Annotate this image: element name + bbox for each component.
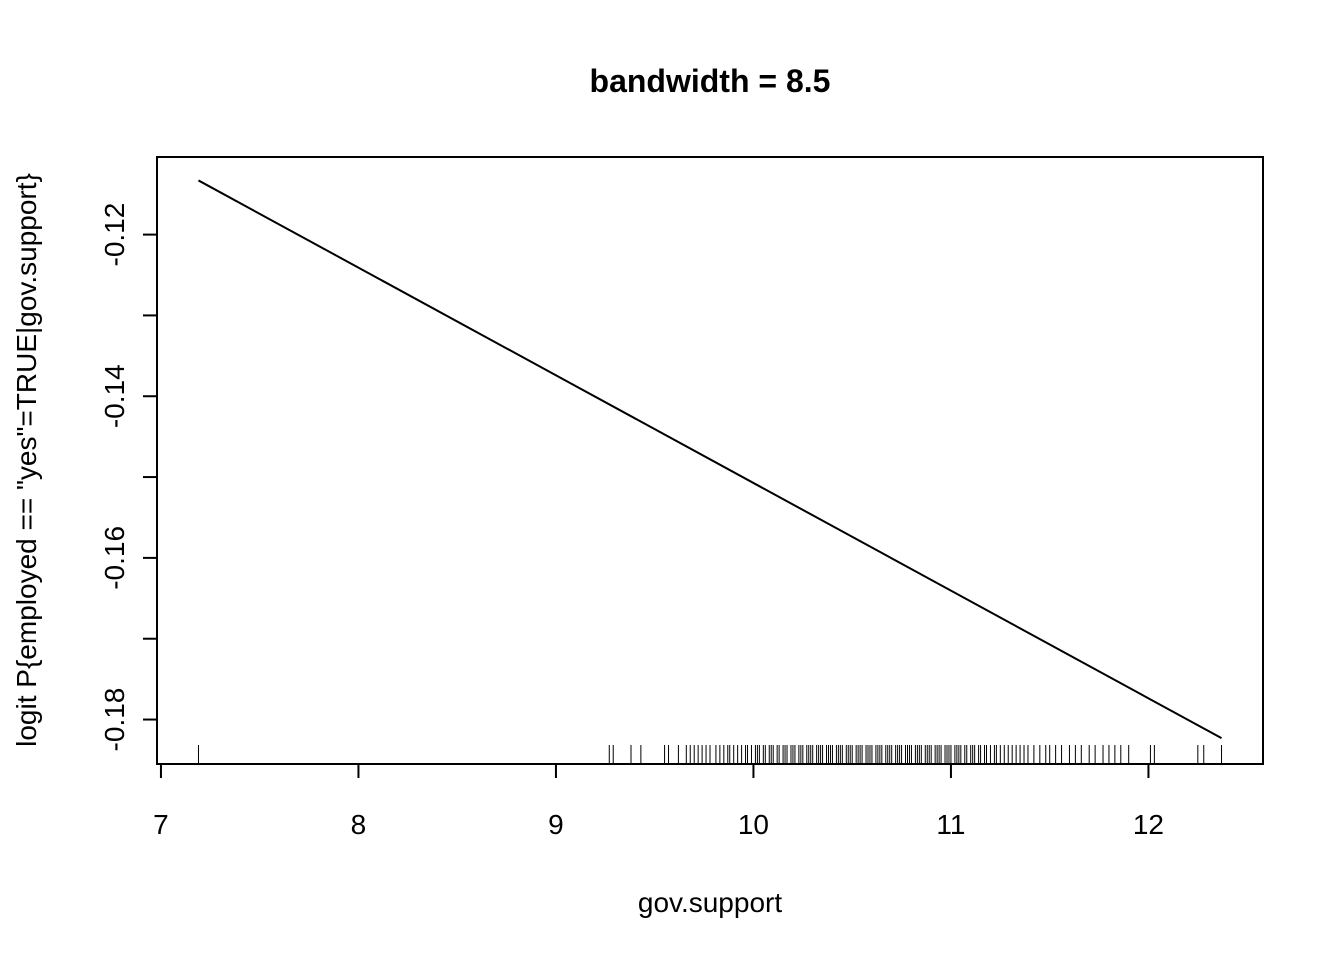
series: [197, 179, 1223, 740]
x-axis-label: gov.support: [638, 887, 782, 918]
rug: [197, 745, 1223, 764]
y-tick-label: -0.14: [99, 364, 130, 428]
y-tick-label: -0.18: [99, 688, 130, 752]
y-axis: -0.12 -0.14 -0.16 -0.18: [99, 203, 158, 752]
x-axis: 7 8 9 10 11 12: [153, 763, 1164, 840]
x-tick-label: 9: [548, 809, 564, 840]
x-tick-label: 7: [153, 809, 169, 840]
x-tick-label: 8: [351, 809, 367, 840]
x-tick-label: 10: [738, 809, 769, 840]
x-tick-label: 11: [936, 809, 965, 840]
y-axis-label: logit P{employed == "yes"=TRUE|gov.suppo…: [11, 173, 42, 747]
chart-title: bandwidth = 8.5: [590, 63, 831, 99]
x-tick-label: 12: [1133, 809, 1164, 840]
y-tick-label: -0.12: [99, 203, 130, 267]
y-tick-label: -0.16: [99, 526, 130, 590]
series-line: [197, 179, 1223, 740]
